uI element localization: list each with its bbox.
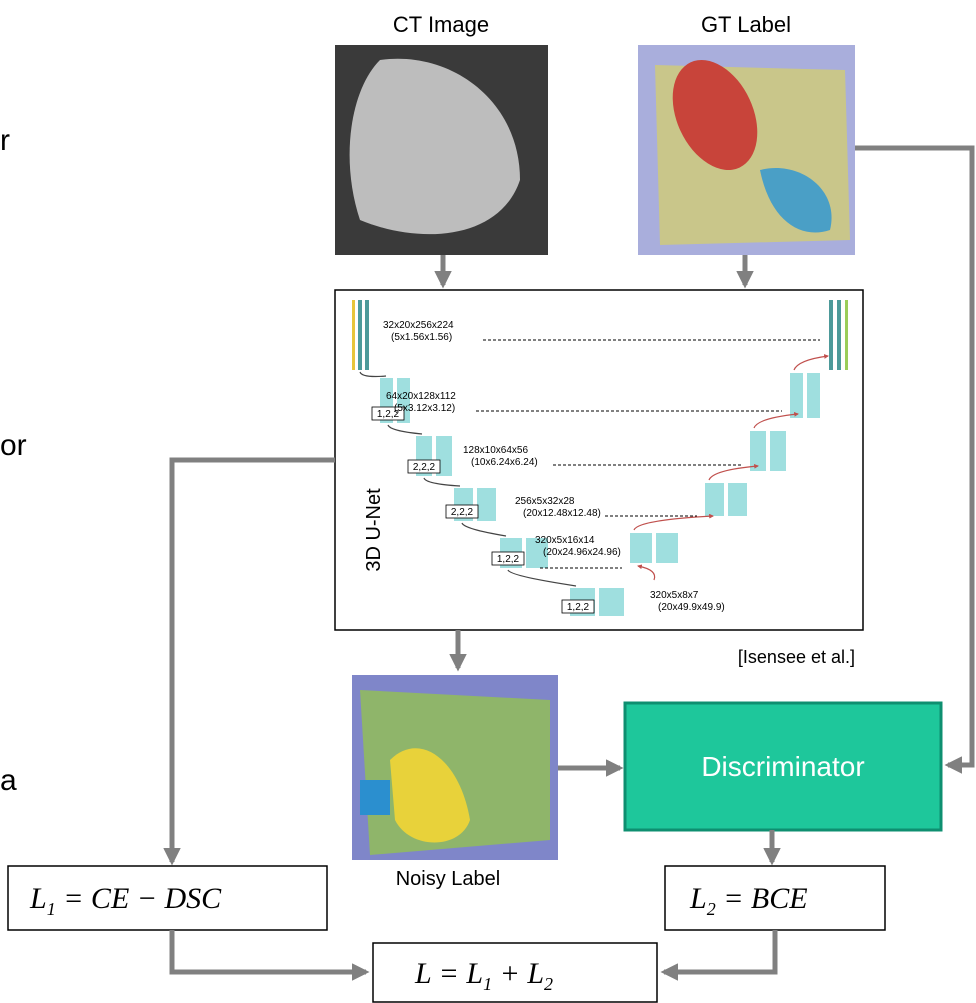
diagram: r or a CT Image GT Label 3D U-Net 32x20x…: [0, 0, 976, 1003]
level-spacing: (5x1.56x1.56): [391, 332, 452, 343]
arrow: [172, 460, 335, 862]
block: [845, 300, 848, 370]
block: [477, 488, 496, 521]
fragment: r: [0, 124, 10, 157]
stride-label: 2,2,2: [451, 507, 474, 518]
level-shape: 256x5x32x28: [515, 496, 575, 507]
ct-label: CT Image: [393, 12, 489, 37]
arrow: [855, 148, 972, 765]
loss-l1: L1 = CE − DSC: [29, 882, 222, 919]
level-spacing: (20x24.96x24.96): [543, 547, 621, 558]
sub: 1: [47, 899, 56, 919]
stride-label: 2,2,2: [413, 462, 436, 473]
block: [790, 373, 803, 418]
sym: = CE − DSC: [56, 882, 222, 915]
block: [358, 300, 362, 370]
block: [770, 431, 786, 471]
block: [705, 483, 724, 516]
level-spacing: (10x6.24x6.24): [471, 457, 538, 468]
sub: 1: [483, 974, 492, 994]
block: [352, 300, 355, 370]
unet-title: 3D U-Net: [363, 488, 385, 572]
block: [599, 588, 624, 616]
block: [750, 431, 766, 471]
sym: + L: [492, 957, 544, 990]
level-spacing: (5x3.12x3.12): [394, 403, 455, 414]
arrow: [664, 930, 775, 972]
arrow: [172, 930, 366, 972]
level-shape: 320x5x16x14: [535, 535, 595, 546]
sub: 2: [707, 899, 716, 919]
gt-label: GT Label: [701, 12, 791, 37]
level-shape: 32x20x256x224: [383, 320, 454, 331]
block: [807, 373, 820, 418]
stride-label: 1,2,2: [567, 602, 590, 613]
noisy-label: Noisy Label: [396, 868, 501, 890]
block: [829, 300, 833, 370]
noisy-structure: [360, 780, 390, 815]
sym: L: [689, 882, 707, 915]
level-shape: 128x10x64x56: [463, 445, 528, 456]
block: [728, 483, 747, 516]
sym: L: [414, 957, 431, 990]
fragment: a: [0, 764, 17, 797]
block: [630, 533, 652, 563]
level-shape: 64x20x128x112: [386, 391, 456, 402]
sym: = L: [431, 957, 483, 990]
block: [837, 300, 841, 370]
side-text: r or a: [0, 124, 27, 797]
sub: 2: [544, 974, 553, 994]
level-spacing: (20x49.9x49.9): [658, 602, 725, 613]
stride-label: 1,2,2: [497, 554, 520, 565]
block: [656, 533, 678, 563]
sym: = BCE: [716, 882, 808, 915]
block: [365, 300, 369, 370]
fragment: or: [0, 429, 27, 462]
level-shape: 320x5x8x7: [650, 590, 699, 601]
level-spacing: (20x12.48x12.48): [523, 508, 601, 519]
sym: L: [29, 882, 47, 915]
discriminator-label: Discriminator: [701, 751, 864, 782]
citation: [Isensee et al.]: [738, 647, 855, 667]
